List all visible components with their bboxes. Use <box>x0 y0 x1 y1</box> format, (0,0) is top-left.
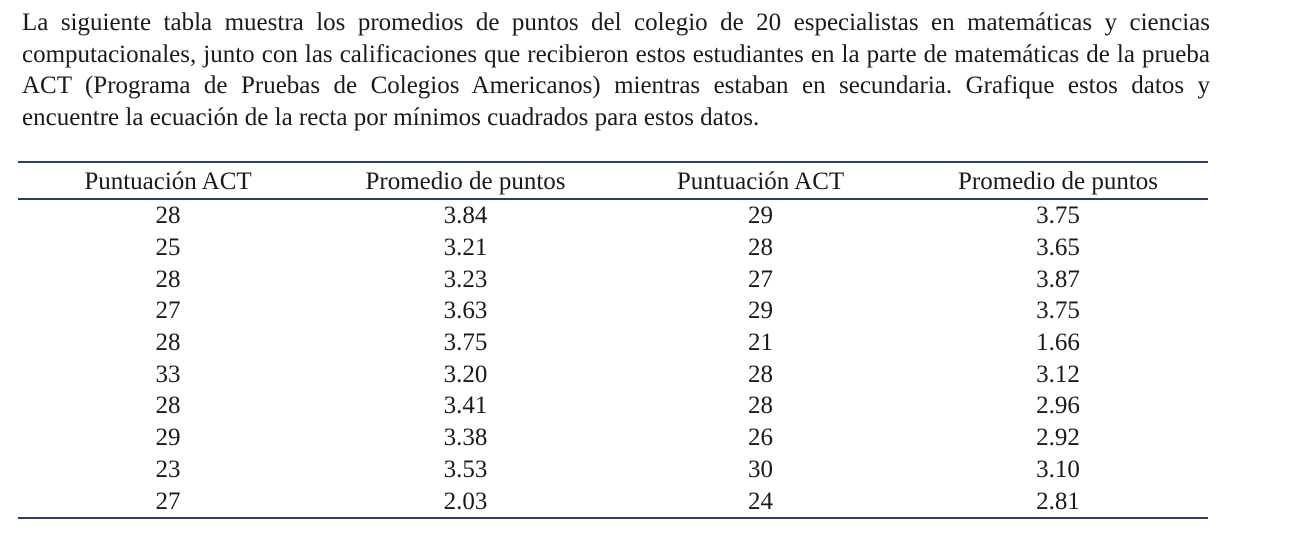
cell-act-score: 25 <box>155 234 181 262</box>
cell-act-score: 29 <box>155 424 181 452</box>
cell-act-score: 23 <box>155 455 181 483</box>
cell-act-score: 24 <box>613 485 908 519</box>
cell-gpa: 3.87 <box>1036 265 1080 293</box>
cell-act-score: 28 <box>155 392 181 420</box>
cell-gpa: 3.38 <box>443 424 488 452</box>
cell-act-score: 28 <box>748 360 773 388</box>
act-gpa-table: Puntuación ACT Promedio de puntos Puntua… <box>18 161 1208 519</box>
header-gpa-1: Promedio de puntos <box>318 161 613 200</box>
cell-act-score: 28 <box>748 234 773 262</box>
cell-act-score: 27 <box>18 485 318 519</box>
cell-gpa: 1.66 <box>1036 329 1080 357</box>
cell-act-score: 27 <box>155 297 181 325</box>
cell-gpa: 3.21 <box>443 234 488 262</box>
header-gpa-2: Promedio de puntos <box>908 161 1208 200</box>
cell-act-score: 33 <box>155 360 181 388</box>
cell-act-score: 28 <box>155 329 181 357</box>
cell-gpa: 3.41 <box>443 392 488 420</box>
table-row: 23 3.53 30 3.10 <box>18 454 1208 486</box>
table-row: 28 3.23 27 3.87 <box>18 263 1208 295</box>
cell-gpa: 2.81 <box>908 485 1208 519</box>
cell-gpa: 3.65 <box>1036 234 1080 262</box>
cell-gpa: 2.92 <box>1036 424 1080 452</box>
table-row: 27 3.63 29 3.75 <box>18 295 1208 327</box>
cell-gpa: 2.96 <box>1036 392 1080 420</box>
cell-act-score: 30 <box>748 455 773 483</box>
cell-gpa: 3.12 <box>1036 360 1080 388</box>
cell-act-score: 21 <box>748 329 773 357</box>
cell-act-score: 27 <box>748 265 773 293</box>
cell-act-score: 28 <box>155 265 181 293</box>
table-row: 28 3.84 29 3.75 <box>18 199 1208 232</box>
cell-gpa: 3.10 <box>1036 455 1080 483</box>
header-act-score-2: Puntuación ACT <box>613 161 908 200</box>
problem-statement: La siguiente tabla muestra los promedios… <box>22 9 1210 131</box>
table-row: 28 3.41 28 2.96 <box>18 390 1208 422</box>
cell-gpa: 3.75 <box>443 329 488 357</box>
cell-gpa: 3.84 <box>443 202 488 230</box>
cell-act-score: 26 <box>748 424 773 452</box>
cell-gpa: 3.23 <box>443 265 488 293</box>
cell-act-score: 29 <box>748 202 773 230</box>
cell-gpa: 3.53 <box>443 455 488 483</box>
table-row: 29 3.38 26 2.92 <box>18 422 1208 454</box>
cell-gpa: 2.03 <box>318 485 613 519</box>
table-row: 33 3.20 28 3.12 <box>18 358 1208 390</box>
cell-gpa: 3.75 <box>1036 297 1080 325</box>
cell-act-score: 28 <box>155 202 181 230</box>
cell-act-score: 29 <box>748 297 773 325</box>
cell-gpa: 3.75 <box>1036 202 1080 230</box>
table-row: 25 3.21 28 3.65 <box>18 232 1208 264</box>
table-row: 27 2.03 24 2.81 <box>18 485 1208 519</box>
cell-gpa: 3.20 <box>443 360 488 388</box>
table-header-row: Puntuación ACT Promedio de puntos Puntua… <box>18 161 1208 200</box>
table-row: 28 3.75 21 1.66 <box>18 327 1208 359</box>
header-act-score-1: Puntuación ACT <box>18 161 318 200</box>
cell-gpa: 3.63 <box>443 297 488 325</box>
cell-act-score: 28 <box>748 392 773 420</box>
